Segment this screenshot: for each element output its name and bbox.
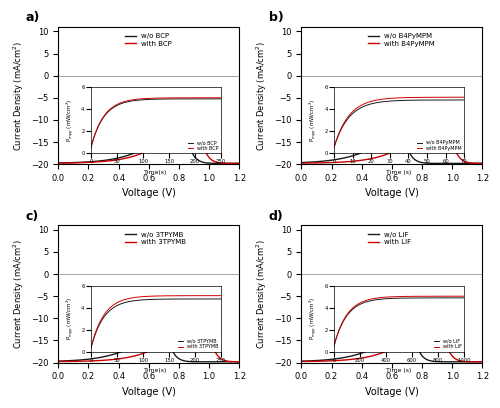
with 3TPYMB [202,295,208,300]
Text: b): b) [269,11,283,24]
w/o LiF [430,359,436,364]
Legend: w/o B4PyMPM, with B4PyMPM: w/o B4PyMPM, with B4PyMPM [368,33,435,47]
w/o B4PyMPM [353,152,359,157]
Legend: w/o BCP, with BCP: w/o BCP, with BCP [125,33,172,47]
w/o 3TPYMB [71,358,77,363]
w/o BCP [71,160,77,165]
w/o LiF [314,358,320,363]
w/o LiF [412,330,418,335]
with BCP [194,103,200,108]
w/o B4PyMPM [430,161,436,166]
Y-axis label: Current Density (mA/cm$^2$): Current Density (mA/cm$^2$) [11,40,26,151]
w/o 3TPYMB [48,359,54,364]
w/o 3TPYMB [168,346,174,351]
w/o LiF [470,359,476,364]
Text: c): c) [26,210,39,223]
Line: with BCP: with BCP [50,106,242,163]
w/o BCP [186,142,192,147]
w/o BCP [188,146,194,151]
Line: w/o BCP: w/o BCP [50,115,242,163]
with B4PyMPM [291,161,297,166]
Legend: w/o 3TPYMB, with 3TPYMB: w/o 3TPYMB, with 3TPYMB [125,232,186,245]
Line: with 3TPYMB: with 3TPYMB [50,298,242,362]
with LiF [436,302,442,306]
w/o LiF [482,359,488,364]
with BCP [168,132,174,137]
Line: with LiF: with LiF [294,304,486,362]
Legend: w/o LiF, with LiF: w/o LiF, with LiF [368,232,412,245]
w/o B4PyMPM [291,160,297,165]
with 3TPYMB [186,317,192,322]
w/o BCP [180,113,186,118]
Text: a): a) [26,11,40,24]
w/o LiF [366,348,372,353]
w/o LiF [353,353,359,357]
w/o B4PyMPM [314,159,320,164]
w/o B4PyMPM [400,125,406,130]
with BCP [48,161,54,166]
w/o B4PyMPM [430,161,436,166]
Line: w/o LiF: w/o LiF [294,321,486,362]
w/o B4PyMPM [482,161,488,166]
X-axis label: Voltage (V): Voltage (V) [122,188,176,198]
with 3TPYMB [71,359,77,364]
w/o 3TPYMB [124,347,130,352]
with BCP [240,161,246,166]
with 3TPYMB [240,359,246,364]
with 3TPYMB [187,315,193,320]
with LiF [412,330,418,335]
X-axis label: Voltage (V): Voltage (V) [122,387,176,397]
w/o 3TPYMB [224,359,230,364]
Y-axis label: Current Density (mA/cm$^2$): Current Density (mA/cm$^2$) [11,239,26,349]
Line: w/o B4PyMPM: w/o B4PyMPM [294,127,486,163]
Line: with B4PyMPM: with B4PyMPM [294,99,486,163]
w/o LiF [430,359,436,364]
with BCP [110,158,116,163]
with LiF [429,311,435,316]
w/o B4PyMPM [366,147,372,152]
with B4PyMPM [444,97,450,102]
with 3TPYMB [124,355,130,360]
w/o BCP [48,161,54,166]
with LiF [291,359,297,364]
Y-axis label: Current Density (mA/cm$^2$): Current Density (mA/cm$^2$) [254,239,268,349]
with B4PyMPM [482,161,488,166]
w/o BCP [168,125,174,130]
w/o 3TPYMB [162,321,168,326]
with BCP [124,155,130,160]
w/o B4PyMPM [460,161,466,166]
with 3TPYMB [48,359,54,364]
w/o 3TPYMB [186,359,192,364]
w/o LiF [291,359,297,364]
with 3TPYMB [168,335,174,340]
Line: w/o 3TPYMB: w/o 3TPYMB [50,324,242,362]
with 3TPYMB [110,357,116,362]
with B4PyMPM [429,116,435,121]
with LiF [314,359,320,364]
w/o 3TPYMB [188,359,194,364]
with B4PyMPM [412,135,418,140]
Y-axis label: Current Density (mA/cm$^2$): Current Density (mA/cm$^2$) [254,40,268,151]
w/o BCP [124,153,130,158]
with LiF [366,354,372,359]
w/o B4PyMPM [412,157,418,162]
X-axis label: Voltage (V): Voltage (V) [365,387,419,397]
X-axis label: Voltage (V): Voltage (V) [365,188,419,198]
with BCP [187,111,193,116]
with B4PyMPM [366,157,372,162]
with B4PyMPM [353,158,359,163]
w/o BCP [240,161,246,166]
with B4PyMPM [430,115,436,120]
w/o BCP [110,157,116,162]
with BCP [71,160,77,165]
w/o 3TPYMB [110,352,116,357]
Text: d): d) [269,210,283,223]
w/o LiF [408,318,414,323]
with LiF [482,359,488,364]
with B4PyMPM [314,160,320,165]
with LiF [430,310,436,315]
w/o 3TPYMB [240,359,246,364]
with BCP [186,113,192,118]
with LiF [353,356,359,361]
